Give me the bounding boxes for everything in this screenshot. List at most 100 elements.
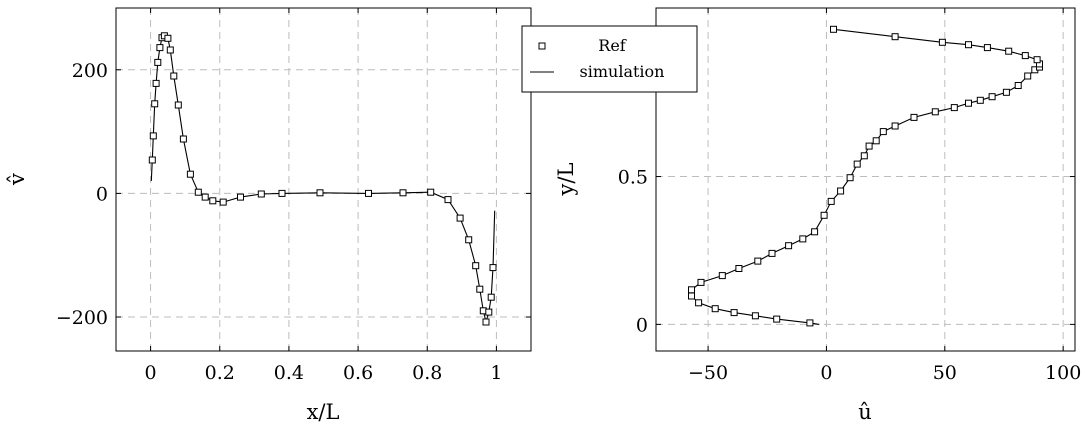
ref-point [751,312,759,320]
ref-point [476,285,484,293]
ref-point [152,79,160,87]
ref-point [837,187,845,195]
chart-left: 0 0.2 0.4 0.6 0.8 1 −200 0 200 x/L v̂ [5,7,532,424]
ref-point [1014,82,1022,89]
ref-point [1005,47,1013,55]
ref-point [697,278,705,286]
ref-point [735,265,743,272]
ref-point [201,193,209,201]
y-tick-labels: −200 0 200 [56,60,108,329]
x-tick-label: 0.2 [205,362,235,384]
ref-point [174,101,182,109]
ref-point [485,308,493,316]
chart-right: −50 0 50 100 00.5 û y/L [554,7,1081,424]
ref-point [785,242,793,250]
x-tick-label: 1 [490,362,502,384]
y-tick-label: 0.5 [618,167,648,189]
ref-point [219,198,227,206]
ref-point [891,122,899,130]
ref-point [688,292,695,300]
ref-point [482,318,490,326]
ref-point [965,41,972,49]
simulation-line [150,34,496,325]
grid-lines [116,8,531,351]
ref-point [860,152,868,160]
ref-point [316,189,324,197]
legend-entry-simulation: simulation [580,62,665,81]
legend-ref-marker [538,42,546,50]
grid-lines [656,8,1075,351]
ref-point [365,189,372,197]
y-tick-label: 200 [72,60,108,82]
ref-point [695,299,703,307]
x-axis-label: û [858,400,872,424]
ref-point [965,99,972,107]
x-tick-label: 0.8 [412,362,442,384]
ref-point [489,264,497,272]
ref-point [827,197,835,205]
ref-point [427,188,435,196]
ref-markers [688,25,1043,327]
ref-point [811,228,819,236]
x-tick-labels: −50 0 50 100 [688,362,1081,384]
ref-point [194,188,202,196]
x-tick-label: 0.4 [274,362,304,384]
ref-point [910,113,918,121]
x-tick-label: 50 [933,362,957,384]
ref-point [891,33,899,41]
legend: Ref simulation [521,25,698,93]
ref-point [487,293,495,301]
ref-point [472,262,480,270]
ref-point [950,104,958,112]
ref-point [730,309,738,317]
y-tick-labels: 00.5 [618,167,648,337]
ref-point [688,286,695,294]
ref-point [983,44,991,52]
plot-frame [655,7,1076,352]
ref-point [1021,52,1029,60]
y-axis-label: v̂ [5,173,29,186]
tick-marks [656,8,1075,351]
ref-point [820,211,828,219]
x-tick-label: −50 [688,362,728,384]
ref-point [806,319,814,327]
y-tick-label: 0 [96,183,108,205]
y-tick-label: 0 [636,314,648,336]
y-axis-label: y/L [554,163,578,197]
ref-point [1002,88,1010,96]
y-tick-label: −200 [56,307,108,329]
ref-point [865,142,873,150]
x-axis-label: x/L [307,400,340,424]
ref-point [186,170,194,178]
ref-point [164,34,172,42]
ref-point [465,236,473,244]
ref-point [718,272,726,280]
ref-point [166,46,174,54]
ref-point [988,93,996,101]
ref-point [773,315,781,323]
x-tick-label: 100 [1045,362,1081,384]
ref-point [879,128,887,136]
ref-point [754,257,762,265]
x-tick-label: 0 [145,362,157,384]
x-tick-label: 0 [820,362,832,384]
ref-point [853,160,861,168]
ref-point [872,137,880,145]
ref-point [846,174,854,182]
ref-markers [148,32,497,326]
legend-box [521,25,698,93]
ref-point [830,25,837,33]
ref-point [931,108,939,116]
ref-point [179,135,187,143]
ref-point [799,235,807,243]
x-tick-label: 0.6 [343,362,373,384]
legend-entry-ref: Ref [598,36,627,55]
ref-point [456,214,464,222]
ref-point [209,197,217,205]
plot-frame [115,7,532,352]
x-tick-labels: 0 0.2 0.4 0.6 0.8 1 [145,362,503,384]
ref-point [148,156,156,164]
ref-point [257,190,265,198]
ref-point [237,193,244,201]
